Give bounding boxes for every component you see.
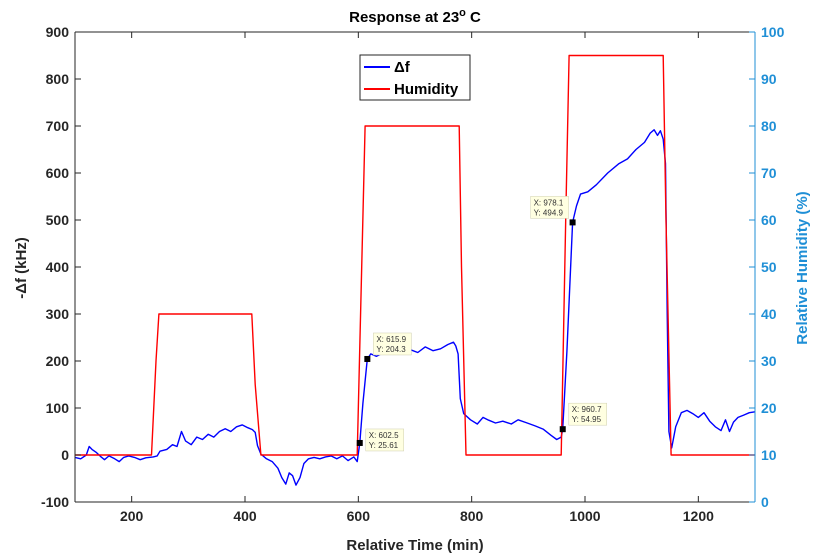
y-tick-label-left: 0 [61,447,69,463]
x-tick-label: 1000 [569,508,600,524]
datatip-x-label: X: 960.7 [572,405,602,414]
legend-label-delta-f: Δf [394,59,411,76]
y-tick-label-right: 50 [761,259,777,275]
y-tick-label-right: 40 [761,306,777,322]
y-tick-label-right: 30 [761,353,777,369]
datatip-box [373,332,412,356]
y-axis-title-right: Relative Humidity (%) [794,191,811,344]
datatip-marker [559,426,566,433]
datatip-x-label: X: 615.9 [376,335,406,344]
datatip-box [530,196,569,219]
y-tick-label-right: 20 [761,400,777,416]
y-tick-label-right: 100 [761,24,785,40]
y-tick-label-left: -100 [41,494,69,510]
x-tick-label: 400 [233,508,257,524]
y-tick-label-left: 900 [46,24,70,40]
datatip-x-label: X: 602.5 [369,431,399,440]
x-axis-title: Relative Time (min) [346,537,483,554]
series-line-humidity [75,54,755,456]
plot-frame [75,32,755,502]
y-tick-label-left: 400 [46,259,70,275]
chart-title: Response at 23o C [349,7,481,26]
datatip-y-label: Y: 25.61 [369,441,399,450]
datatip-box [365,428,404,452]
datatip-y-label: Y: 204.3 [376,345,406,354]
y-tick-label-right: 10 [761,447,777,463]
datatip-y-label: Y: 54.95 [572,415,602,424]
y-tick-label-left: 700 [46,118,70,134]
legend-label-humidity: Humidity [394,81,459,98]
chart-title-main: Response at 23 [349,9,459,26]
chart-title-suffix: C [466,9,481,26]
y-tick-label-right: 80 [761,118,777,134]
axes-layer: 200 400 600 800 1000 1200-1000100200300400500… [41,24,785,524]
datatip-marker [569,219,576,226]
annotation-layer: X: 602.5Y: 25.61 X: 615.9Y: 204.3 X: 960.7… [356,196,607,452]
datatip-box [568,402,607,426]
y-tick-label-left: 600 [46,165,70,181]
x-tick-label: 1200 [683,508,714,524]
y-axis-title-left: -Δf (kHz) [13,237,30,299]
y-tick-label-left: 500 [46,212,70,228]
datatip-y-label: Y: 494.9 [534,208,564,217]
datatip-marker [356,439,363,446]
plot-area [75,32,755,502]
y-tick-label-left: 100 [46,400,70,416]
y-tick-label-left: 200 [46,353,70,369]
legend-box [359,54,471,101]
x-tick-label: 200 [120,508,144,524]
y-tick-label-right: 60 [761,212,777,228]
y-tick-label-right: 90 [761,71,777,87]
y-tick-label-right: 0 [761,494,769,510]
datatip-x-label: X: 978.1 [534,198,564,207]
legend: Δf Humidity [359,54,471,101]
datatip-marker [364,355,371,362]
chart-title-superscript: o [459,7,466,19]
x-tick-label: 600 [347,508,371,524]
y-tick-label-left: 800 [46,71,70,87]
y-tick-label-right: 70 [761,165,777,181]
x-tick-label: 800 [460,508,484,524]
y-tick-label-left: 300 [46,306,70,322]
